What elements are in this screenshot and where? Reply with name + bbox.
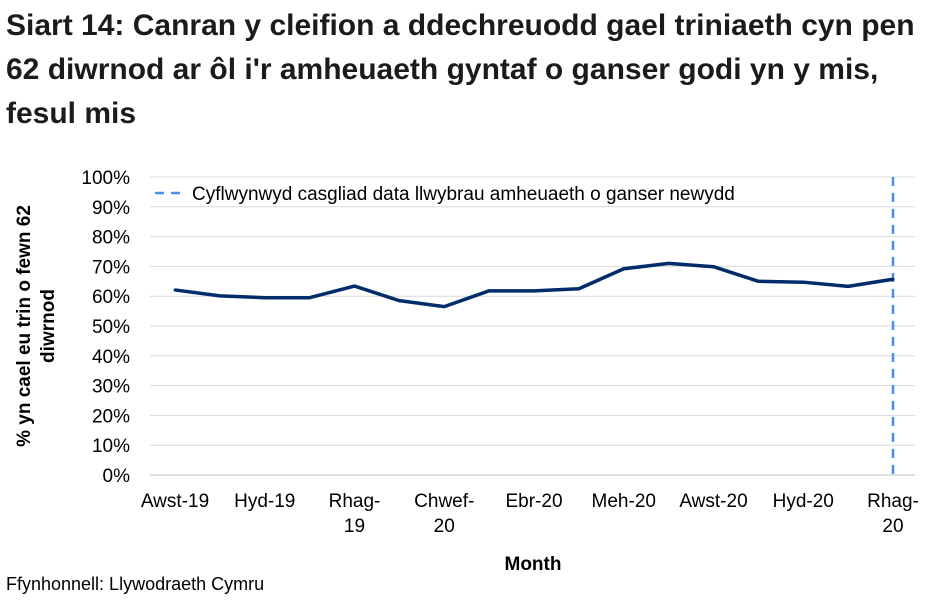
x-axis-title: Month: [505, 554, 562, 575]
y-tick-label: 60%: [92, 287, 130, 308]
x-tick-label: 20: [434, 516, 455, 537]
legend-label: Cyflwynwyd casgliad data llwybrau amheua…: [192, 184, 735, 205]
x-tick-label: Hyd-19: [234, 491, 295, 512]
data-point: [263, 296, 267, 300]
x-tick-label: Awst-20: [679, 491, 747, 512]
data-point: [891, 277, 895, 281]
y-tick-label: 20%: [92, 406, 130, 427]
data-point: [308, 296, 312, 300]
y-tick-label: 10%: [92, 436, 130, 457]
y-axis-title: % yn cael eu trin o fewn 62 diwrnod: [14, 205, 59, 447]
data-point: [532, 289, 536, 293]
y-tick-label: 90%: [92, 198, 130, 219]
data-point: [442, 305, 446, 309]
x-tick-label: 20: [882, 516, 903, 537]
x-tick-label: Chwef-: [414, 491, 474, 512]
y-tick-label: 100%: [81, 168, 130, 189]
source-note: Ffynhonnell: Llywodraeth Cymru: [6, 574, 265, 594]
x-tick-label: Rhag-: [867, 491, 919, 512]
y-tick-label: 50%: [92, 317, 130, 338]
data-point: [622, 267, 626, 271]
data-point: [712, 265, 715, 269]
data-point: [756, 279, 760, 283]
y-tick-label: 80%: [92, 228, 130, 249]
x-tick-label: Ebr-20: [505, 491, 562, 512]
x-tick-label: Awst-19: [141, 491, 209, 512]
x-tick-label: 19: [344, 516, 365, 537]
x-tick-label: Meh-20: [592, 491, 656, 512]
data-point: [487, 289, 491, 293]
x-tick-label: Rhag-: [329, 491, 381, 512]
data-point: [397, 299, 401, 303]
y-tick-label: 30%: [92, 377, 130, 398]
series-line: [174, 261, 894, 309]
data-point: [353, 284, 356, 288]
data-point: [667, 261, 671, 265]
data-point: [846, 284, 850, 288]
y-tick-label: 40%: [92, 347, 130, 368]
y-tick-label: 0%: [103, 466, 131, 487]
chart-title: Siart 14: Canran y cleifion a ddechreuod…: [6, 9, 915, 130]
y-tick-label: 70%: [92, 257, 130, 278]
x-tick-label: Hyd-20: [773, 491, 834, 512]
data-point: [218, 294, 222, 298]
data-point: [577, 287, 581, 291]
data-point: [801, 280, 805, 284]
data-point: [173, 288, 177, 292]
